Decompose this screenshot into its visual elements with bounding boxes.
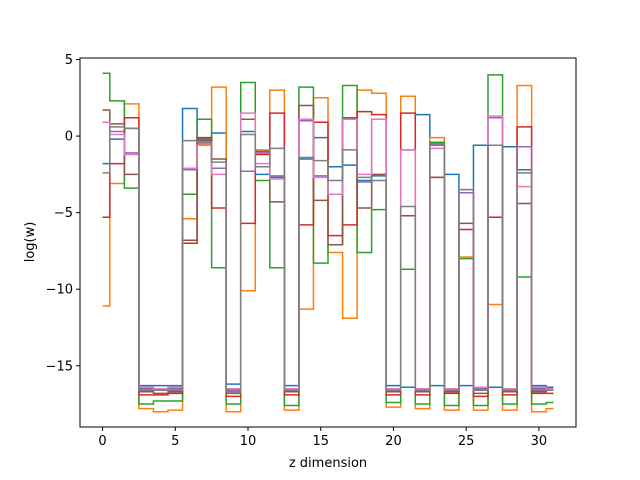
y-tick-label: 5 [65, 53, 73, 68]
x-ticks: 0 5 10 15 20 25 30 [98, 427, 547, 449]
x-tick-label: 0 [98, 434, 106, 449]
x-tick-label: 25 [458, 434, 475, 449]
x-axis-label: z dimension [289, 456, 367, 471]
y-tick-label: −10 [46, 283, 73, 298]
series-line-7 [102, 112, 554, 390]
y-axis-label: log(w) [23, 222, 38, 263]
plot-frame [79, 57, 577, 428]
y-ticks: −15 −10 −5 0 5 [46, 53, 80, 374]
x-tick-label: 5 [171, 434, 179, 449]
x-tick-label: 30 [531, 434, 548, 449]
series-line-8 [102, 126, 554, 393]
series-line-1 [102, 107, 554, 388]
series-line-6 [102, 104, 554, 395]
y-tick-label: −15 [46, 359, 73, 374]
y-tick-label: −5 [54, 206, 73, 221]
x-tick-label: 10 [240, 434, 257, 449]
x-tick-label: 20 [385, 434, 402, 449]
y-tick-label: 0 [65, 130, 73, 145]
x-tick-label: 15 [312, 434, 329, 449]
series-layer [102, 72, 554, 413]
